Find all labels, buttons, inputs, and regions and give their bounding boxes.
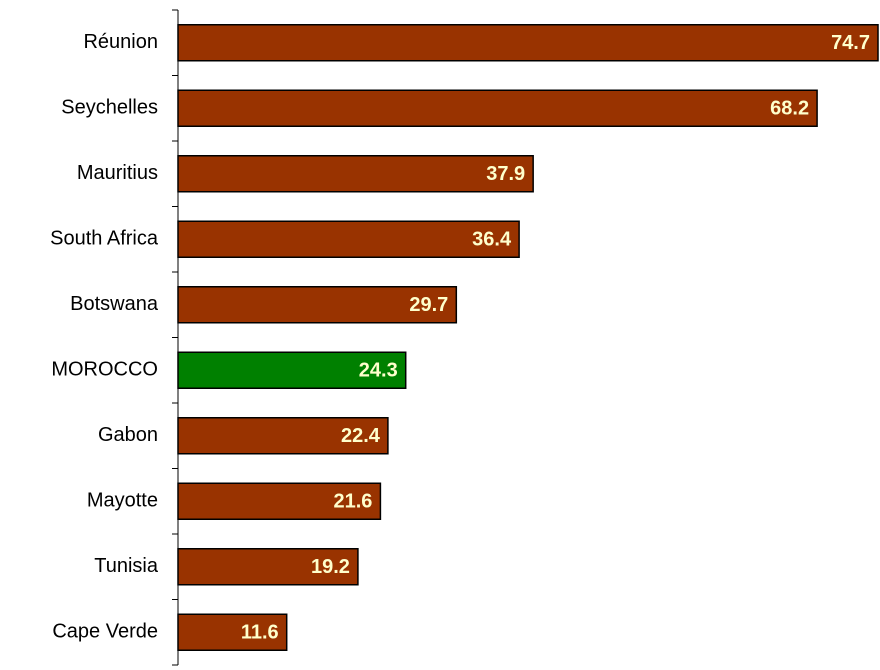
- category-label: Cape Verde: [52, 621, 158, 643]
- category-label: Seychelles: [61, 97, 158, 119]
- category-label: Tunisia: [94, 555, 159, 577]
- category-label: MOROCCO: [51, 359, 158, 381]
- bar: [177, 89, 818, 127]
- bar: [177, 24, 879, 62]
- value-label: 24.3: [359, 360, 398, 382]
- bar: [177, 220, 520, 258]
- bar: [177, 417, 389, 455]
- value-label: 21.6: [333, 491, 372, 513]
- value-label: 68.2: [770, 98, 809, 120]
- value-label: 37.9: [486, 163, 525, 185]
- value-label: 29.7: [409, 294, 448, 316]
- bar: [177, 351, 407, 389]
- bar: [177, 155, 534, 193]
- category-label: Mayotte: [87, 490, 158, 512]
- bar: [177, 286, 458, 324]
- category-label: Gabon: [98, 424, 158, 446]
- category-label: Mauritius: [77, 162, 158, 184]
- value-label: 11.6: [241, 622, 279, 644]
- bar: [177, 482, 382, 520]
- value-label: 36.4: [472, 229, 512, 251]
- category-label: Botswana: [70, 293, 159, 315]
- category-label: South Africa: [50, 228, 159, 250]
- category-label: Réunion: [83, 31, 158, 53]
- value-label: 74.7: [831, 32, 870, 54]
- value-label: 19.2: [311, 556, 350, 578]
- bar: [177, 548, 359, 586]
- value-label: 22.4: [341, 425, 381, 447]
- bar: [177, 613, 288, 651]
